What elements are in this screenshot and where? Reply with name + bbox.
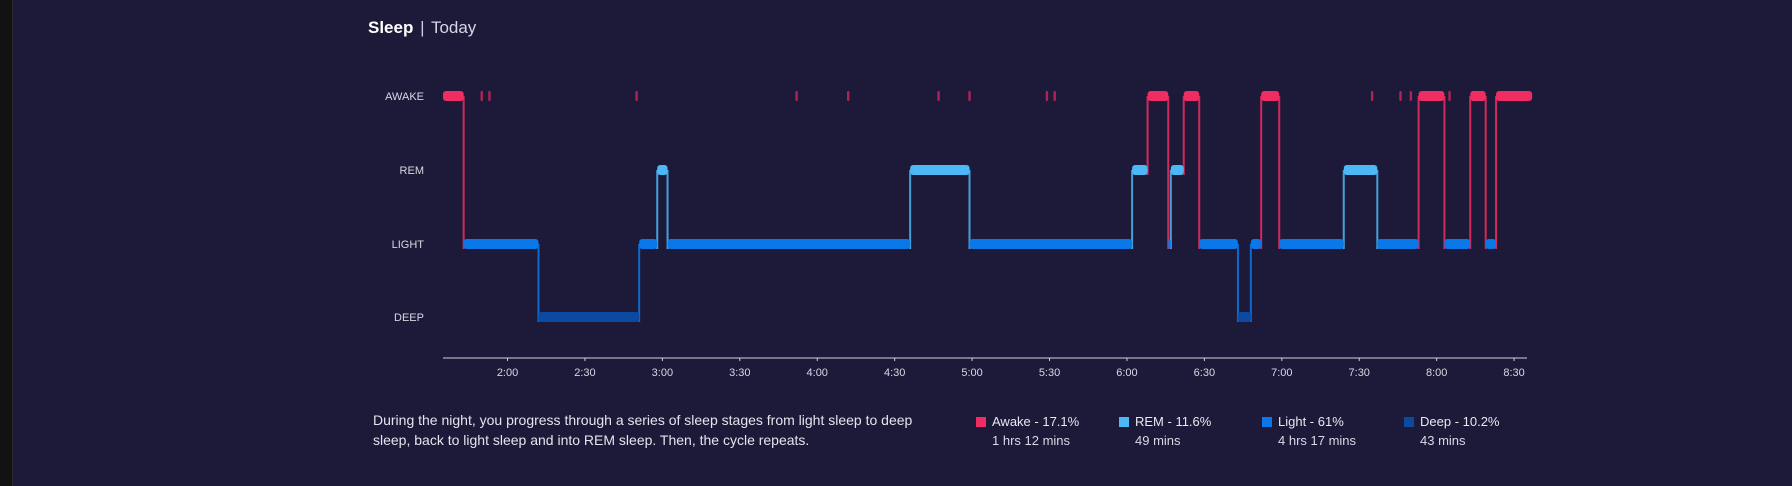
stage-transition (1182, 96, 1185, 175)
sleep-segment-awake (1147, 91, 1169, 101)
sleep-segment-awake (1183, 91, 1200, 101)
sleep-segment-light (1250, 239, 1262, 249)
brief-awakening-mark (795, 91, 798, 101)
legend-duration: 43 mins (1420, 433, 1466, 448)
legend-duration: 49 mins (1135, 433, 1181, 448)
legend-swatch (1404, 417, 1414, 427)
y-label-light: LIGHT (392, 239, 425, 251)
stage-transition (462, 96, 465, 249)
x-tick-label: 4:30 (884, 367, 905, 379)
stage-transition (1260, 96, 1263, 249)
legend-label: Light - 61% (1278, 414, 1344, 429)
y-label-rem: REM (400, 165, 424, 177)
sleep-stages-chart: AWAKE REM LIGHT DEEP 2:00 2:30 3:00 3:30 4:00 4:… (385, 91, 1533, 379)
brief-awakening-mark (1045, 91, 1049, 101)
sleep-segment-light (463, 239, 539, 249)
brief-awakening-mark (488, 91, 491, 101)
x-tick-label: 7:00 (1271, 367, 1292, 379)
sleep-segment-light (1199, 239, 1238, 249)
sleep-segment-rem (1170, 165, 1184, 175)
legend-swatch (1119, 417, 1129, 427)
brief-awakening-mark (1409, 91, 1413, 101)
brief-awakening-mark (480, 91, 483, 101)
stage-transition (638, 244, 641, 322)
sleep-segment-awake (1261, 91, 1280, 101)
sleep-segment-awake (443, 91, 464, 101)
x-tick-label: 2:00 (497, 367, 518, 379)
sleep-segment-light (1279, 239, 1344, 249)
stage-transition (1342, 170, 1345, 249)
sleep-segment-light (969, 239, 1133, 249)
stage-transition (1236, 244, 1239, 322)
x-tick-label: 6:00 (1116, 367, 1137, 379)
stage-transition (1198, 96, 1201, 249)
y-label-awake: AWAKE (385, 91, 424, 103)
brief-awakening-mark (1370, 91, 1374, 101)
sleep-segment-awake (1496, 91, 1533, 101)
legend-label: Deep - 10.2% (1420, 414, 1500, 429)
legend-label: Awake - 17.1% (992, 414, 1080, 429)
x-tick-label: 2:30 (574, 367, 595, 379)
stage-transition (1417, 96, 1420, 249)
brief-awakening-mark (1448, 91, 1451, 101)
stage-transition (1278, 96, 1281, 249)
chart-header: Sleep | Today (368, 18, 476, 38)
sleep-segment-awake (1470, 91, 1486, 101)
x-tick-label: 8:30 (1503, 367, 1524, 379)
sleep-segment-light (1168, 239, 1171, 249)
x-tick-label: 6:30 (1194, 367, 1215, 379)
legend-duration: 4 hrs 17 mins (1278, 433, 1357, 448)
x-tick-label: 5:30 (1039, 367, 1060, 379)
stage-transition (1131, 170, 1134, 249)
stage-transition (1484, 96, 1487, 249)
brief-awakening-mark (968, 91, 971, 101)
sleep-segment-rem (910, 165, 970, 175)
legend-duration: 1 hrs 12 mins (992, 433, 1071, 448)
sleep-segment-rem (657, 165, 668, 175)
left-rail (0, 0, 13, 486)
stage-transition (1376, 170, 1379, 249)
stage-transition (1167, 96, 1170, 249)
sleep-segment-light (639, 239, 658, 249)
stage-transition (1169, 170, 1172, 249)
sleep-segment-light (667, 239, 911, 249)
stage-transition (1249, 244, 1252, 322)
title-separator: | (420, 18, 425, 37)
y-label-deep: DEEP (394, 312, 424, 324)
stage-transition (1146, 96, 1149, 175)
legend-label: REM - 11.6% (1135, 414, 1212, 429)
x-tick-label: 4:00 (807, 367, 828, 379)
brief-awakening-mark (635, 91, 638, 101)
x-tick-label: 7:30 (1349, 367, 1370, 379)
sleep-segment-light (1485, 239, 1497, 249)
stage-transition (656, 170, 659, 249)
brief-awakening-mark (1053, 91, 1056, 101)
sleep-segment-rem (1343, 165, 1378, 175)
x-tick-label: 8:00 (1426, 367, 1447, 379)
sleep-segment-rem (1132, 165, 1148, 175)
stage-transition (1495, 96, 1498, 249)
sleep-segment-awake (1418, 91, 1445, 101)
sleep-segment-light (1444, 239, 1471, 249)
stage-transition (537, 244, 540, 322)
legend-swatch (1262, 417, 1272, 427)
legend-swatch (976, 417, 986, 427)
x-tick-label: 5:00 (961, 367, 982, 379)
stage-transition (1443, 96, 1446, 249)
brief-awakening-mark (937, 91, 940, 101)
x-tick-label: 3:00 (652, 367, 673, 379)
stage-transition (1469, 96, 1472, 249)
sleep-segment-deep (1237, 312, 1251, 322)
sleep-segment-deep (538, 312, 640, 322)
brief-awakening-mark (1399, 91, 1402, 101)
period-label: Today (430, 18, 477, 37)
sleep-segment-light (1377, 239, 1419, 249)
x-tick-label: 3:30 (729, 367, 750, 379)
stage-transition (666, 170, 669, 249)
page-title: Sleep (368, 18, 414, 37)
brief-awakening-mark (847, 91, 850, 101)
stage-transition (968, 170, 971, 249)
stage-transition (909, 170, 912, 249)
sleep-description: During the night, you progress through a… (373, 412, 913, 448)
